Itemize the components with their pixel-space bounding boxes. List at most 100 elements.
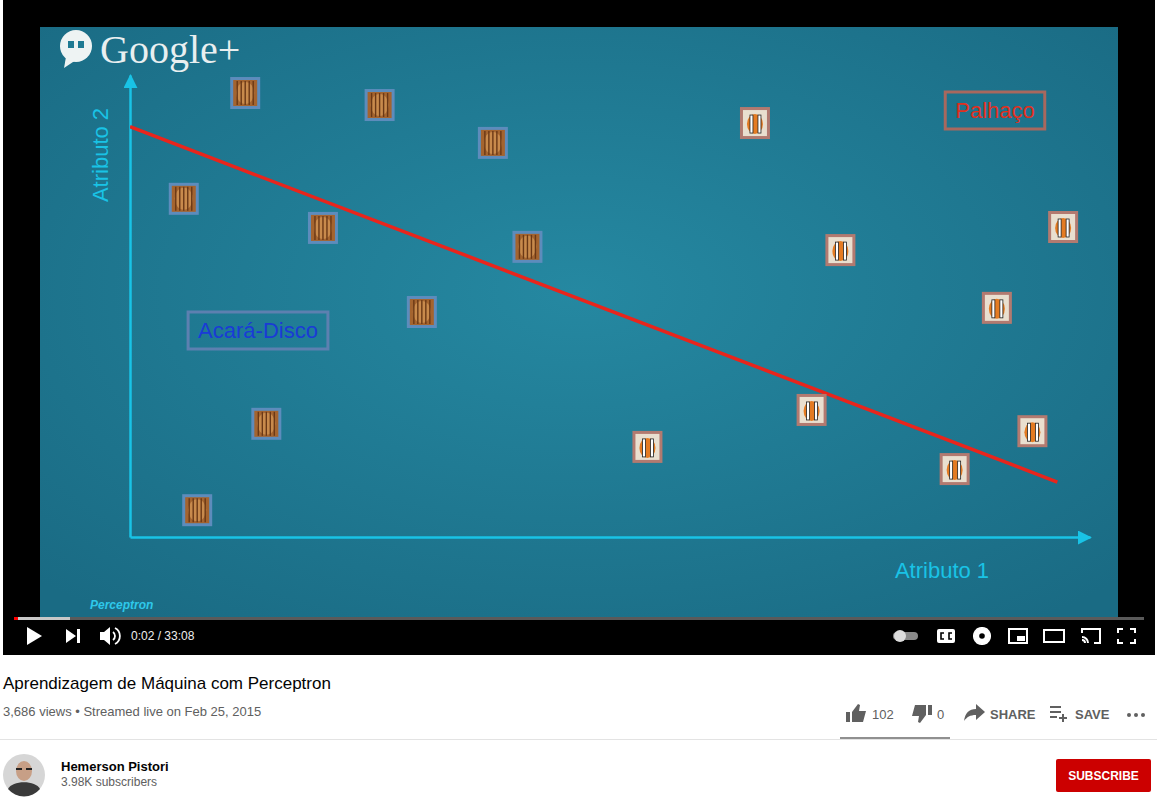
icon-fish [747,114,763,134]
icon-stripe [429,300,430,324]
icon-band [1027,423,1030,441]
icon-frame [365,89,395,121]
icon-stripe [383,93,384,117]
icon-body [368,92,392,118]
fullscreen-button[interactable] [1118,629,1135,643]
channel-name[interactable]: Hemerson Pistori [61,759,169,774]
icon-frame [825,234,855,266]
save-label[interactable]: SAVE [1075,707,1110,722]
icon-shine [413,301,431,323]
gear-tooth [974,628,989,643]
icon-body [1020,418,1044,444]
avatar-body [8,782,40,796]
gear-hole [979,633,985,639]
icon-stripe [175,187,176,211]
subscribe-label[interactable]: SUBSCRIBE [1068,769,1139,783]
icon-fish [1055,218,1071,238]
icon-stripe [270,412,271,436]
icon-band [650,439,653,457]
volume-button[interactable] [100,627,110,645]
icon-body [254,411,278,437]
gear-body [976,630,989,643]
icon-stripe [192,498,193,522]
video-frame[interactable] [3,0,1155,655]
icon-frame [308,212,338,244]
icon-shine [257,413,275,435]
icon-band [958,461,961,479]
icon-stripe [519,235,520,259]
series-points [632,107,1078,485]
icon-frame [632,431,662,463]
miniplayer-inner [1017,636,1025,641]
like-count[interactable]: 102 [872,707,894,722]
icon-frame [407,296,437,328]
avatar[interactable] [3,754,45,796]
class-label: Acará-Disco [188,312,328,349]
icon-stripe [204,498,205,522]
captions-button[interactable] [937,629,955,643]
plot-area [130,77,1078,526]
miniplayer-button[interactable] [1009,629,1027,643]
y-axis-title: Atributo 2 [88,108,113,202]
logo-text: Google+ [100,27,240,72]
save-button[interactable]: SAVE [1050,707,1110,722]
subscribe-background[interactable] [1056,759,1151,792]
cast-button[interactable] [1082,629,1100,643]
share-label[interactable]: SHARE [990,707,1036,722]
x-axis-title: Atributo 1 [895,558,989,583]
icon-frame [251,408,281,440]
more-button[interactable] [1127,713,1145,717]
icon-body [943,456,967,482]
icon-stripe [371,93,372,117]
separator [0,739,1157,740]
dislike-icon [912,705,926,723]
subscribe-button[interactable]: SUBSCRIBE [1056,759,1151,792]
share-icon [964,704,985,721]
dislike-button[interactable]: 0 [912,705,944,723]
icon-stripe [196,498,197,522]
icon-body [410,299,434,325]
icon-shine [484,132,502,154]
share-button[interactable]: SHARE [964,704,1036,722]
next-button[interactable] [66,629,80,643]
logo-bubble [60,30,92,62]
like-button[interactable]: 102 [846,704,894,722]
icon-stripe [492,131,493,155]
icon-stripe [330,216,331,240]
avatar-glasses [16,768,32,770]
data-point [797,394,827,426]
icon-body [185,497,209,523]
icon-stripe [379,93,380,117]
icon-stripe [496,131,497,155]
icon-stripe [274,412,275,436]
icon-stripe [488,131,489,155]
theater-button[interactable] [1044,630,1064,642]
icon-frame [1017,415,1047,447]
more-dot [1127,713,1131,717]
data-point [1017,415,1047,447]
icon-fish [832,241,848,261]
progress-track[interactable] [14,617,1144,620]
more-dot [1134,713,1138,717]
icon-shine [518,236,536,258]
like-icon-cuff [846,712,850,722]
icon-stripe [179,187,180,211]
icon-band [758,115,761,133]
series-points [169,77,543,526]
icon-stripe [500,131,501,155]
play-button[interactable] [27,627,42,645]
dislike-count[interactable]: 0 [937,707,944,722]
icon-stripe [258,412,259,436]
settings-button[interactable] [973,627,991,645]
page-background [0,0,1157,800]
slide-background [40,27,1118,617]
icon-stripe [417,300,418,324]
icon-frame [797,394,827,426]
data-point [512,231,542,263]
icon-stripe [252,81,253,105]
data-point [825,234,855,266]
icon-stripe [187,187,188,211]
icon-body [515,234,539,260]
icon-stripe [318,216,319,240]
progress-buffer [14,617,70,620]
